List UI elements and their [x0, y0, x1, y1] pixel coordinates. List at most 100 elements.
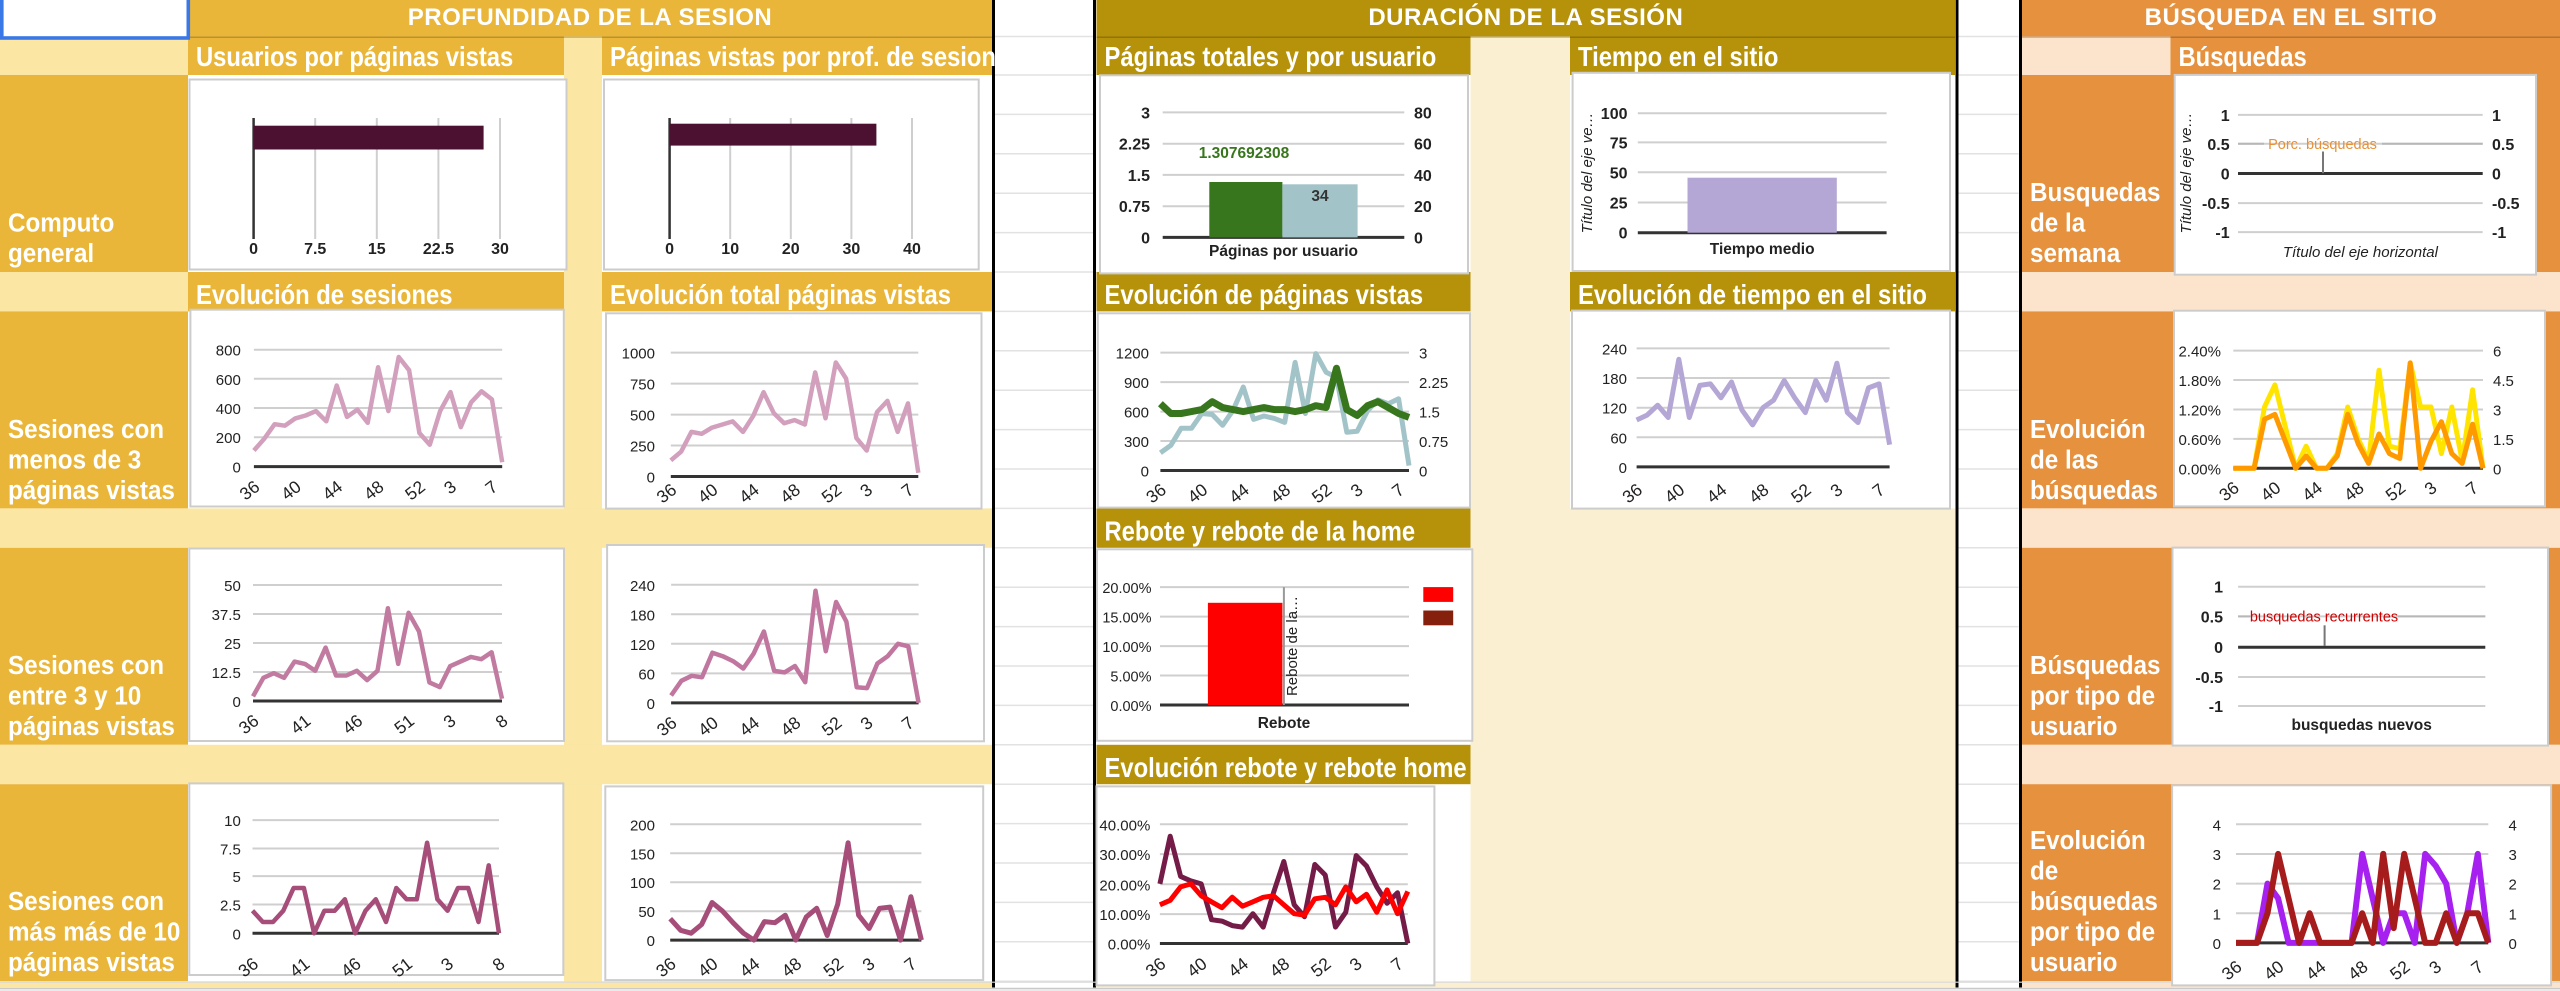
svg-text:0: 0	[2493, 461, 2501, 478]
svg-text:páginas vistas: páginas vistas	[8, 476, 175, 505]
svg-text:0: 0	[2221, 167, 2230, 184]
svg-text:3: 3	[2213, 847, 2221, 864]
svg-text:1200: 1200	[1116, 346, 1149, 363]
svg-text:100: 100	[1601, 106, 1628, 123]
svg-text:1: 1	[2221, 108, 2230, 125]
svg-text:0: 0	[647, 933, 655, 950]
svg-text:600: 600	[1124, 405, 1149, 422]
svg-text:usuario: usuario	[2030, 712, 2117, 741]
svg-text:240: 240	[1602, 341, 1627, 358]
svg-text:Sesiones con: Sesiones con	[8, 651, 164, 680]
svg-text:3: 3	[1419, 346, 1427, 363]
svg-text:Páginas vistas por prof. de se: Páginas vistas por prof. de sesion	[610, 40, 996, 72]
svg-text:0.75: 0.75	[1119, 199, 1150, 216]
svg-text:40: 40	[903, 241, 921, 258]
svg-text:-1: -1	[2492, 225, 2506, 242]
svg-text:180: 180	[630, 607, 655, 624]
svg-text:0: 0	[1414, 230, 1423, 247]
svg-text:0.60%: 0.60%	[2178, 432, 2221, 449]
svg-text:150: 150	[630, 846, 655, 863]
svg-text:0.00%: 0.00%	[2178, 461, 2221, 478]
svg-text:3: 3	[2493, 403, 2501, 420]
svg-text:-0.5: -0.5	[2195, 670, 2223, 687]
svg-text:0.5: 0.5	[2492, 137, 2514, 154]
svg-text:20.00%: 20.00%	[1099, 877, 1150, 894]
svg-text:Evolución total páginas vistas: Evolución total páginas vistas	[610, 278, 951, 310]
svg-text:50: 50	[638, 904, 655, 921]
svg-text:25: 25	[1610, 196, 1628, 213]
svg-text:200: 200	[630, 817, 655, 834]
svg-text:1.307692308: 1.307692308	[1199, 145, 1290, 162]
svg-text:búsquedas: búsquedas	[2030, 476, 2158, 505]
svg-text:usuario: usuario	[2030, 948, 2117, 977]
svg-text:1.20%: 1.20%	[2178, 403, 2221, 420]
svg-text:Búsquedas: Búsquedas	[2179, 40, 2307, 72]
svg-text:Rebote y rebote de la home: Rebote y rebote de la home	[1105, 515, 1416, 547]
svg-text:-1: -1	[2209, 699, 2223, 716]
svg-text:1: 1	[2509, 906, 2517, 923]
svg-text:1: 1	[2492, 108, 2501, 125]
svg-text:2.25: 2.25	[1119, 137, 1150, 154]
svg-text:páginas vistas: páginas vistas	[8, 712, 175, 741]
svg-text:de: de	[2030, 857, 2058, 886]
svg-text:0: 0	[2492, 167, 2501, 184]
svg-text:Computo: Computo	[8, 209, 114, 238]
svg-text:250: 250	[630, 439, 655, 456]
svg-text:entre 3 y 10: entre 3 y 10	[8, 682, 141, 711]
svg-text:240: 240	[630, 578, 655, 595]
svg-text:180: 180	[1602, 371, 1627, 388]
svg-text:2.40%: 2.40%	[2178, 344, 2221, 361]
svg-text:37.5: 37.5	[212, 607, 241, 624]
svg-text:0.75: 0.75	[1419, 434, 1448, 451]
svg-text:búsquedas: búsquedas	[2030, 887, 2158, 916]
svg-text:0.00%: 0.00%	[1108, 937, 1151, 954]
svg-text:100: 100	[630, 875, 655, 892]
svg-text:Título del eje ve…: Título del eje ve…	[2178, 113, 2195, 234]
svg-text:120: 120	[630, 637, 655, 654]
svg-text:Título del eje horizontal: Título del eje horizontal	[2283, 244, 2439, 261]
svg-text:40.00%: 40.00%	[1099, 817, 1150, 834]
svg-text:Evolución de tiempo en el siti: Evolución de tiempo en el sitio	[1578, 278, 1927, 310]
svg-text:34: 34	[1311, 188, 1329, 205]
svg-text:menos de 3: menos de 3	[8, 446, 141, 475]
svg-text:600: 600	[216, 372, 241, 389]
svg-text:BÚSQUEDA EN EL SITIO: BÚSQUEDA EN EL SITIO	[2145, 3, 2438, 31]
svg-text:50: 50	[224, 578, 241, 595]
svg-text:1.5: 1.5	[1419, 405, 1440, 422]
svg-text:5.00%: 5.00%	[1110, 670, 1151, 686]
svg-text:0: 0	[1619, 226, 1628, 243]
svg-text:12.5: 12.5	[212, 665, 241, 682]
svg-text:0: 0	[2214, 640, 2223, 657]
svg-text:0: 0	[1619, 460, 1627, 477]
svg-text:Usuarios por páginas vistas: Usuarios por páginas vistas	[196, 40, 513, 72]
svg-text:DURACIÓN DE LA SESIÓN: DURACIÓN DE LA SESIÓN	[1368, 3, 1683, 31]
svg-text:0: 0	[249, 241, 258, 258]
svg-text:7.5: 7.5	[304, 241, 326, 258]
svg-text:0: 0	[1141, 464, 1149, 481]
svg-text:7.5: 7.5	[220, 842, 241, 859]
svg-text:0: 0	[647, 470, 655, 487]
svg-text:Tiempo en el sitio: Tiempo en el sitio	[1578, 40, 1778, 72]
svg-text:4.5: 4.5	[2493, 373, 2514, 390]
svg-text:Busquedas: Busquedas	[2030, 178, 2161, 207]
svg-text:0.00%: 0.00%	[1110, 699, 1151, 715]
svg-text:2: 2	[2509, 877, 2517, 894]
svg-text:200: 200	[216, 430, 241, 447]
svg-text:20: 20	[1414, 199, 1432, 216]
svg-text:0.5: 0.5	[2201, 609, 2223, 626]
svg-text:busquedas nuevos: busquedas nuevos	[2291, 717, 2431, 734]
svg-text:semana: semana	[2030, 239, 2120, 268]
svg-text:Rebote de la…: Rebote de la…	[1284, 596, 1301, 696]
svg-text:400: 400	[216, 401, 241, 418]
svg-text:1: 1	[2214, 580, 2223, 597]
svg-text:3: 3	[2509, 847, 2517, 864]
svg-text:Sesiones con: Sesiones con	[8, 415, 164, 444]
svg-text:22.5: 22.5	[423, 241, 454, 258]
svg-text:-0.5: -0.5	[2492, 196, 2520, 213]
svg-text:800: 800	[216, 343, 241, 360]
svg-text:25: 25	[224, 636, 241, 653]
svg-text:Evolución de sesiones: Evolución de sesiones	[196, 278, 452, 310]
svg-text:-1: -1	[2215, 225, 2229, 242]
svg-text:Evolución de páginas vistas: Evolución de páginas vistas	[1105, 278, 1424, 310]
svg-text:15: 15	[368, 241, 386, 258]
